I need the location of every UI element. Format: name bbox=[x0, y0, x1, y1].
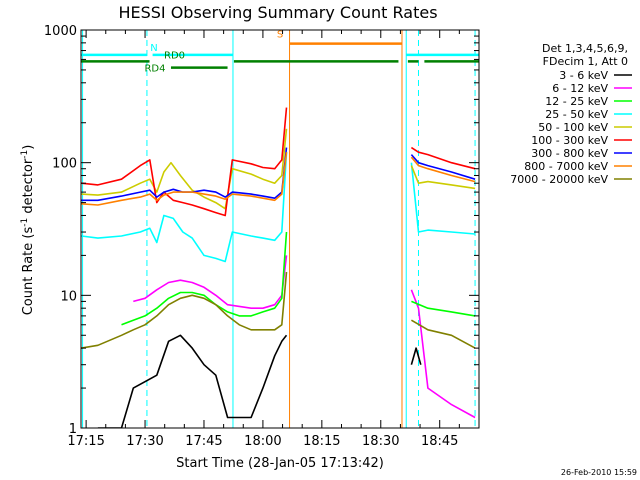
series-line bbox=[81, 152, 288, 206]
series-line bbox=[81, 271, 288, 349]
series-line-segment bbox=[410, 156, 476, 183]
x-tick-label: 18:45 bbox=[421, 434, 458, 449]
legend-entry-label: 800 - 7000 keV bbox=[524, 160, 608, 173]
series-line-segment bbox=[411, 300, 476, 317]
legend-entry-label: 25 - 50 keV bbox=[545, 108, 608, 121]
legend-entry-label: 300 - 800 keV bbox=[531, 147, 608, 160]
legend-entry-label: 3 - 6 keV bbox=[559, 69, 608, 82]
y-tick-label: 100 bbox=[52, 157, 77, 172]
legend: Det 1,3,4,5,6,9, FDecim 1, Att 0 3 - 6 k… bbox=[510, 42, 632, 186]
flag-label: RD0 bbox=[164, 50, 185, 61]
series-line bbox=[81, 107, 288, 217]
legend-entry-label: 100 - 300 keV bbox=[531, 134, 608, 147]
x-axis-label: Start Time (28-Jan-05 17:13:42) bbox=[176, 456, 384, 471]
legend-header-line-2: FDecim 1, Att 0 bbox=[543, 55, 628, 68]
y-axis-label-sup1: -1 bbox=[20, 218, 30, 227]
series-line bbox=[121, 231, 288, 326]
flag-label: RD4 bbox=[144, 64, 165, 75]
series-line-segment bbox=[410, 289, 476, 419]
legend-entry-label: 7000 - 20000 keV bbox=[510, 173, 608, 186]
chart-title: HESSI Observing Summary Count Rates bbox=[118, 3, 437, 22]
y-axis-label-main: Count Rate (s bbox=[21, 227, 36, 316]
plot-frame bbox=[80, 29, 480, 429]
x-tick-label: 17:15 bbox=[67, 434, 104, 449]
series-line bbox=[81, 152, 288, 263]
x-tick-label: 17:30 bbox=[126, 434, 163, 449]
timestamp: 26-Feb-2010 15:59 bbox=[561, 468, 637, 477]
series-line-segment bbox=[410, 146, 476, 170]
series-line bbox=[97, 334, 288, 428]
series-line bbox=[133, 255, 288, 309]
x-tick-label: 18:15 bbox=[303, 434, 340, 449]
series-line-segment bbox=[410, 347, 422, 365]
y-axis-label-mid: detector bbox=[21, 158, 36, 218]
x-tick-label: 18:00 bbox=[244, 434, 281, 449]
x-tick-label: 17:45 bbox=[185, 434, 222, 449]
y-axis-label-sup2: -1 bbox=[20, 150, 30, 159]
y-tick-label: 1 bbox=[69, 422, 77, 437]
flag-label: N bbox=[150, 43, 157, 54]
legend-entry-label: 12 - 25 keV bbox=[545, 95, 608, 108]
series-line-segment bbox=[410, 319, 476, 349]
legend-header-line-1: Det 1,3,4,5,6,9, bbox=[542, 42, 628, 55]
series-line-segment bbox=[410, 154, 476, 180]
y-axis-label: Count Rate (s-1 detector-1) bbox=[20, 145, 36, 316]
y-tick-label: 10 bbox=[60, 289, 77, 304]
y-axis-label-end: ) bbox=[21, 145, 36, 150]
series-line-segment bbox=[410, 165, 476, 190]
series-line bbox=[81, 128, 288, 210]
flag-label: S bbox=[277, 30, 283, 41]
legend-entry-label: 6 - 12 keV bbox=[552, 82, 608, 95]
series-line-segment bbox=[410, 162, 476, 235]
y-tick-label: 1000 bbox=[44, 24, 77, 39]
legend-entry-label: 50 - 100 keV bbox=[538, 121, 608, 134]
x-tick-label: 18:30 bbox=[362, 434, 399, 449]
